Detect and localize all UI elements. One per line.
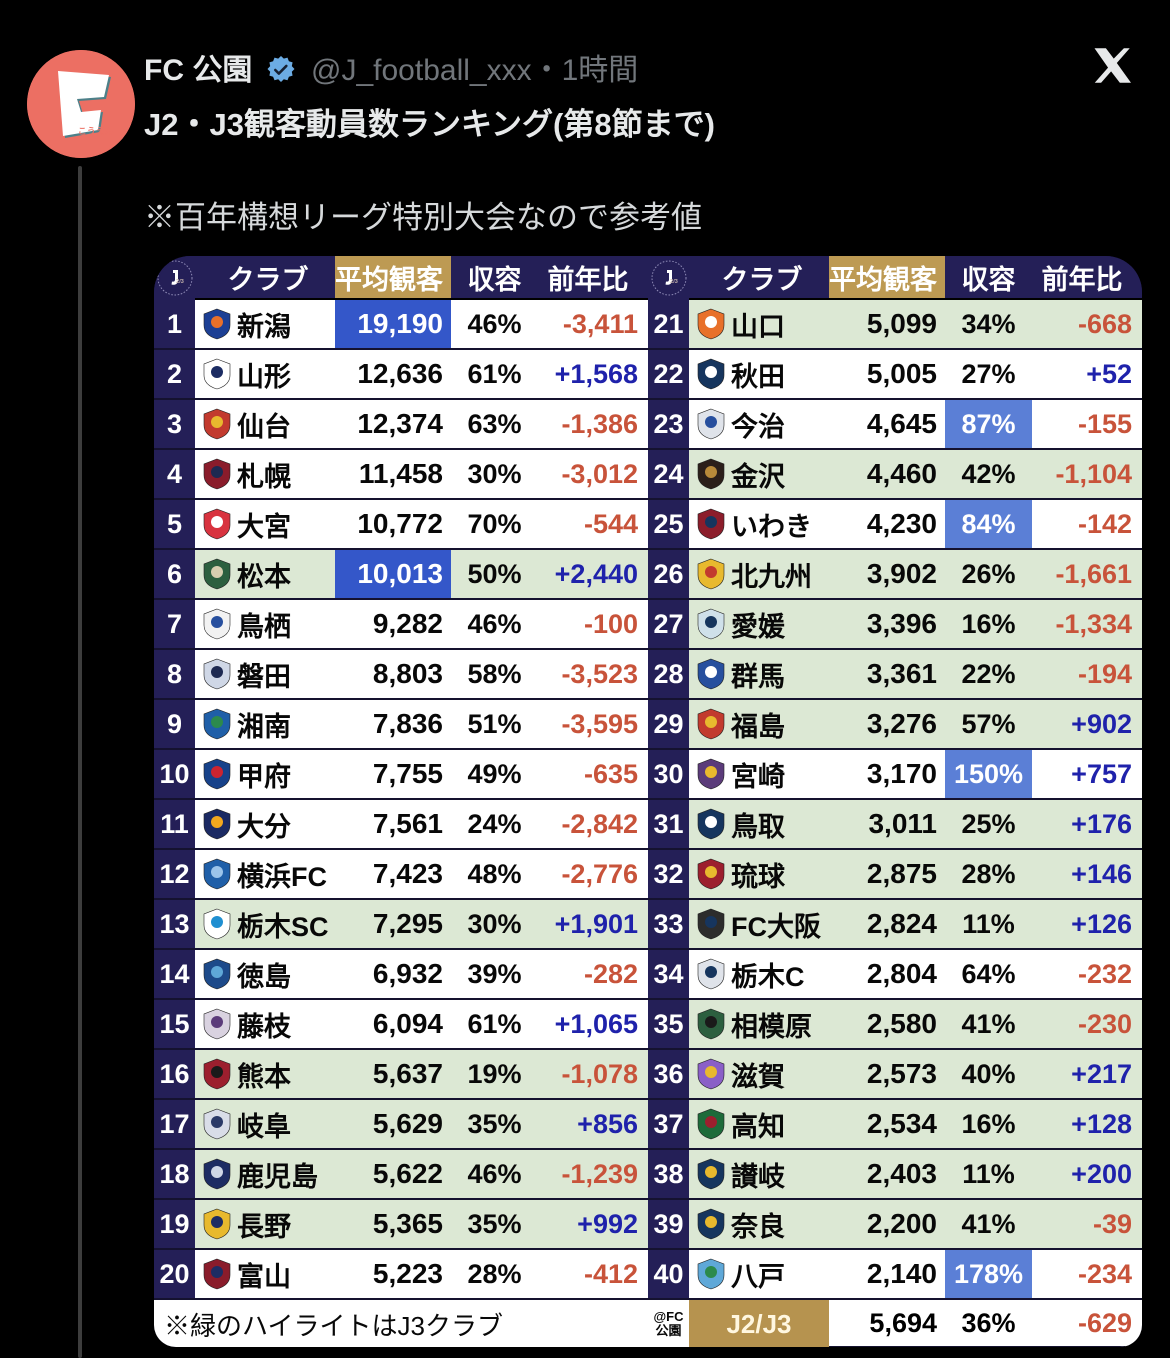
svg-text:2/3: 2/3 (670, 279, 678, 285)
svg-text:こうえん: こうえん (78, 126, 114, 136)
svg-text:2/3: 2/3 (176, 279, 184, 285)
